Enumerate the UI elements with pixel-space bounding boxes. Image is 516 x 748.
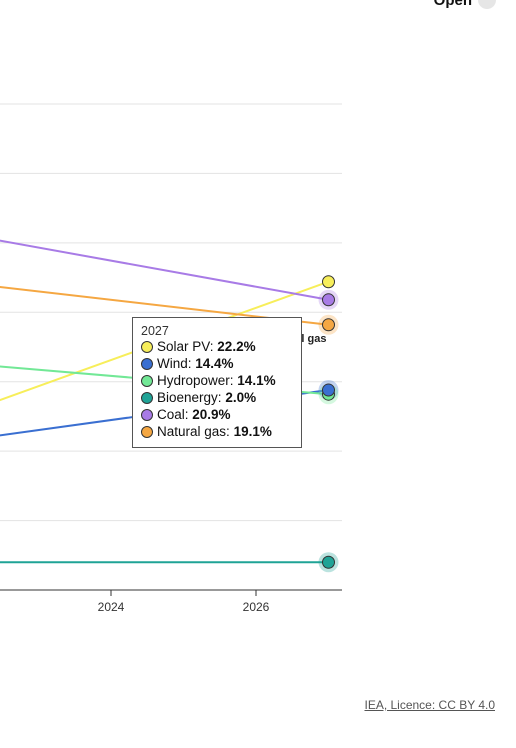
source-link[interactable]: IEA, Licence: CC BY 4.0 [364,698,495,712]
series-line [0,239,329,301]
tooltip-value: 20.9% [192,407,231,422]
tooltip-row: Hydropower14.1% [141,372,293,389]
tooltip-row: Bioenergy2.0% [141,389,293,406]
open-icon [478,0,496,9]
marker [322,275,335,289]
tooltip-swatch [141,391,153,404]
tooltip-label: Natural gas [157,423,234,440]
tooltip-swatch [141,340,153,353]
x-tick-label: 2026 [243,600,270,614]
marker [322,318,335,332]
marker [322,293,335,307]
tooltip-label: Hydropower [157,372,237,389]
tooltip-value: 14.1% [237,373,276,388]
tooltip-value: 2.0% [225,390,257,405]
tooltip-value: 14.4% [195,356,234,371]
x-tick-label: 2024 [98,600,125,614]
tooltip-row: Wind14.4% [141,355,293,372]
tooltip-swatch [141,425,153,438]
tooltip-swatch [141,357,153,370]
tooltip-row: Solar PV22.2% [141,338,293,355]
tooltip-label: Bioenergy [157,389,225,406]
tooltip-swatch [141,408,153,421]
tooltip-title: 2027 [141,324,169,338]
marker [322,555,335,569]
tooltip-swatch [141,374,153,387]
tooltip-value: 22.2% [217,339,256,354]
marker [322,383,335,397]
tooltip-label: Wind [157,355,195,372]
open-label: Open [433,0,472,9]
tooltip-row: Coal20.9% [141,406,293,423]
open-button[interactable]: Open [434,0,496,9]
tooltip-row: Natural gas19.1% [141,423,293,440]
tooltip-value: 19.1% [233,424,272,439]
tooltip-label: Solar PV [157,338,217,355]
tooltip-label: Coal [157,406,192,423]
